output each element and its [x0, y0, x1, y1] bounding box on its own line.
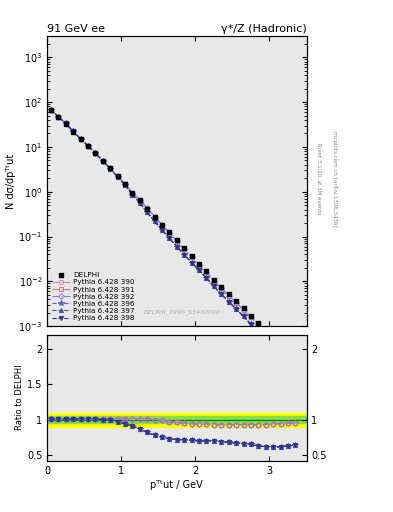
Legend: DELPHI, Pythia 6.428 390, Pythia 6.428 391, Pythia 6.428 392, Pythia 6.428 396, : DELPHI, Pythia 6.428 390, Pythia 6.428 3… — [51, 271, 136, 323]
Text: mcplots.cern.ch [arXiv:1306.3436]: mcplots.cern.ch [arXiv:1306.3436] — [332, 132, 337, 227]
Text: Rivet 3.1.10, ≥ 3M events: Rivet 3.1.10, ≥ 3M events — [316, 143, 321, 215]
Text: 91 GeV ee: 91 GeV ee — [47, 24, 105, 34]
Text: DELPHI_1996_S3430090: DELPHI_1996_S3430090 — [143, 309, 220, 314]
Text: γ*/Z (Hadronic): γ*/Z (Hadronic) — [221, 24, 307, 34]
Bar — [47, 416, 307, 423]
Y-axis label: N dσ/dpᵀᵗut: N dσ/dpᵀᵗut — [6, 154, 16, 209]
X-axis label: pᵀᵗut / GeV: pᵀᵗut / GeV — [151, 480, 203, 490]
Bar — [47, 413, 307, 427]
Y-axis label: Ratio to DELPHI: Ratio to DELPHI — [15, 365, 24, 431]
